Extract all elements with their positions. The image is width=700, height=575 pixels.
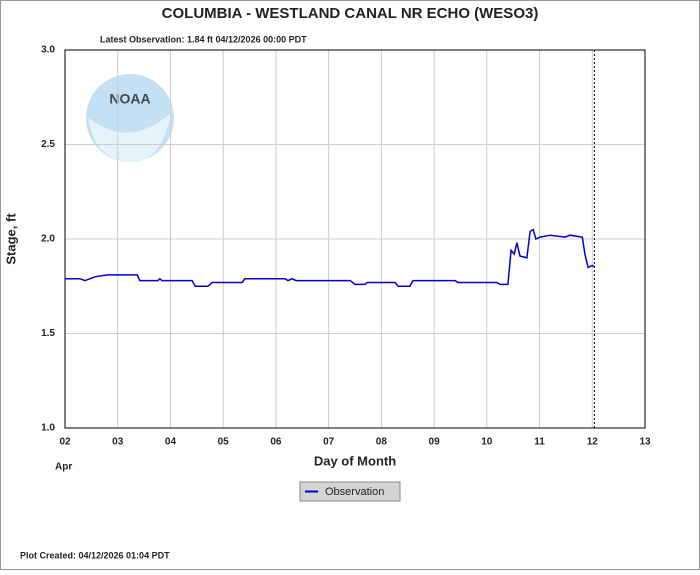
plot-frame [64, 49, 646, 429]
x-axis-label: Day of Month [314, 453, 396, 468]
x-tick-label: 11 [534, 437, 545, 448]
x-tick-label: 09 [429, 437, 441, 448]
x-tick-label: 07 [323, 437, 335, 448]
logo-text: NOAA [109, 91, 150, 107]
y-tick-label: 1.5 [41, 328, 55, 339]
y-tick-label: 3.0 [41, 45, 55, 56]
x-tick-label: 12 [587, 437, 599, 448]
y-tick-label: 2.5 [41, 139, 55, 150]
noaa-logo [86, 74, 174, 163]
x-tick-label: 10 [481, 437, 493, 448]
chart-title: COLUMBIA - WESTLAND CANAL NR ECHO (WESO3… [162, 5, 539, 22]
x-tick-label: 02 [59, 437, 71, 448]
y-tick-label: 1.0 [41, 423, 55, 434]
chart-subtitle: Latest Observation: 1.84 ft 04/12/2026 0… [100, 34, 307, 44]
legend-label: Observation [325, 486, 384, 498]
y-tick-label: 2.0 [41, 234, 55, 245]
footer: Plot Created: 04/12/2026 01:04 PDT [20, 550, 170, 560]
x-tick-label: 04 [165, 437, 177, 448]
x-sublabel: Apr [55, 462, 72, 473]
x-tick-label: 06 [270, 437, 282, 448]
legend-box [299, 481, 401, 502]
x-tick-label: 03 [112, 437, 124, 448]
x-tick-label: 08 [376, 437, 388, 448]
data-line [65, 228, 596, 288]
x-tick-label: 05 [218, 437, 230, 448]
x-tick-label: 13 [639, 437, 651, 448]
y-axis-label: Stage, ft [3, 213, 18, 265]
